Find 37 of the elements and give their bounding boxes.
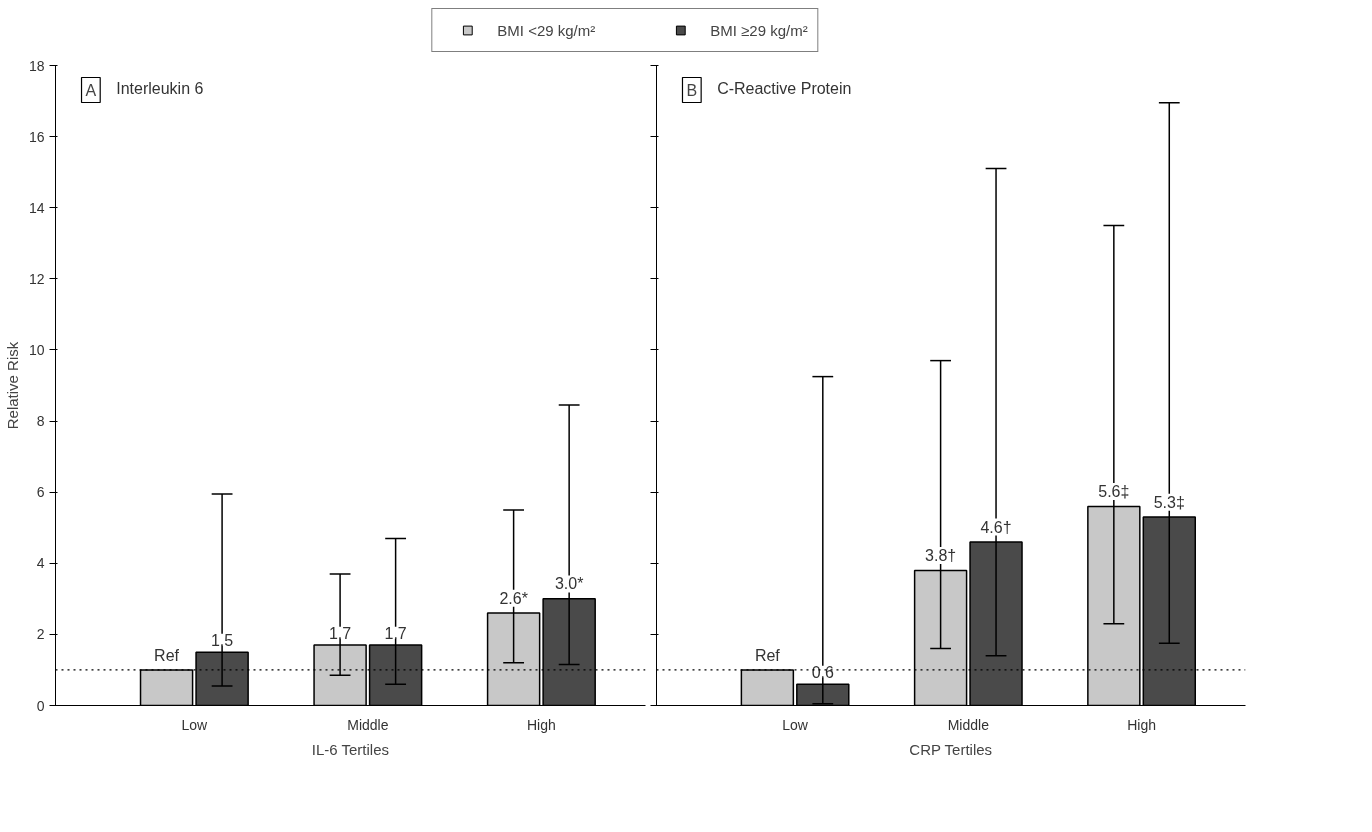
annotation: B bbox=[686, 81, 698, 99]
y-tick-label: 6 bbox=[36, 484, 45, 501]
data-label: 3.0* bbox=[554, 575, 584, 593]
data-label: 5.3‡ bbox=[1153, 493, 1185, 511]
data-label: 0.6 bbox=[811, 663, 835, 681]
x-tick-label: Low bbox=[181, 716, 209, 733]
y-tick-label: 10 bbox=[28, 341, 45, 358]
y-tick-label: 8 bbox=[36, 413, 45, 430]
data-label: Ref bbox=[754, 646, 781, 664]
x-axis-title: IL-6 Tertiles bbox=[311, 740, 389, 758]
x-tick-label: Low bbox=[782, 716, 809, 733]
data-label: 1.7 bbox=[328, 624, 352, 642]
legend-label: BMI ≥29 kg/m² bbox=[710, 21, 808, 39]
y-tick-label: 2 bbox=[36, 626, 45, 643]
y-tick-label: 12 bbox=[28, 270, 45, 287]
y-axis-title: Relative Risk bbox=[3, 341, 21, 430]
legend-label: BMI <29 kg/m² bbox=[497, 21, 596, 39]
y-tick-label: 4 bbox=[36, 555, 45, 572]
data-label: 1.5 bbox=[210, 631, 234, 649]
x-tick-label: Middle bbox=[947, 716, 990, 733]
data-label: 1.7 bbox=[384, 624, 407, 642]
y-tick-label: 16 bbox=[28, 128, 45, 145]
y-tick-label: 18 bbox=[28, 57, 45, 74]
data-label: 5.6‡ bbox=[1098, 482, 1130, 500]
data-label: Ref bbox=[154, 646, 180, 664]
x-tick-label: High bbox=[1127, 716, 1156, 733]
data-label: 2.6* bbox=[499, 589, 528, 607]
x-axis-title: CRP Tertiles bbox=[909, 740, 993, 758]
x-tick-label: High bbox=[526, 716, 556, 733]
y-tick-label: 14 bbox=[28, 199, 45, 216]
data-label: 4.6† bbox=[980, 518, 1012, 536]
text: Interleukin 6 bbox=[116, 79, 204, 97]
y-tick-label: 0 bbox=[36, 697, 45, 714]
x-tick-label: Middle bbox=[347, 716, 389, 733]
data-label: 3.8† bbox=[925, 546, 957, 564]
text: C-Reactive Protein bbox=[717, 79, 852, 97]
annotation: A bbox=[85, 81, 97, 99]
